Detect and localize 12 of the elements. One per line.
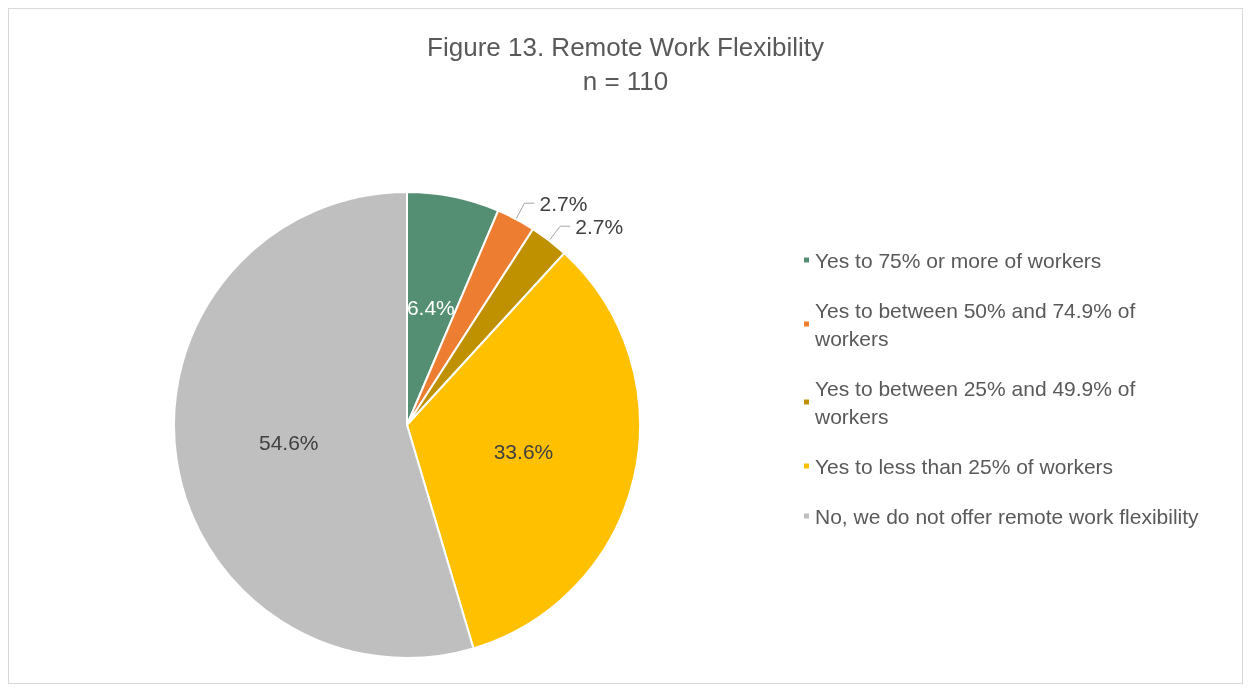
chart-title: Figure 13. Remote Work Flexibility [427, 32, 824, 62]
data-label: 2.7% [575, 214, 624, 238]
data-label: 2.7% [539, 191, 588, 215]
legend-label: Yes to less than 25% of workers [815, 454, 1114, 478]
legend-label: Yes to between 25% and 49.9% of workers [814, 376, 1142, 428]
data-label: 33.6% [493, 440, 554, 464]
data-label: 6.4% [406, 296, 455, 320]
data-label: 54.6% [258, 430, 319, 454]
chart-subtitle: n = 110 [582, 66, 669, 96]
legend-label: Yes to 75% or more of workers [815, 248, 1102, 272]
legend-label: Yes to between 50% and 74.9% of workers [814, 298, 1142, 350]
legend-label: No, we do not offer remote work flexibility [815, 504, 1200, 528]
